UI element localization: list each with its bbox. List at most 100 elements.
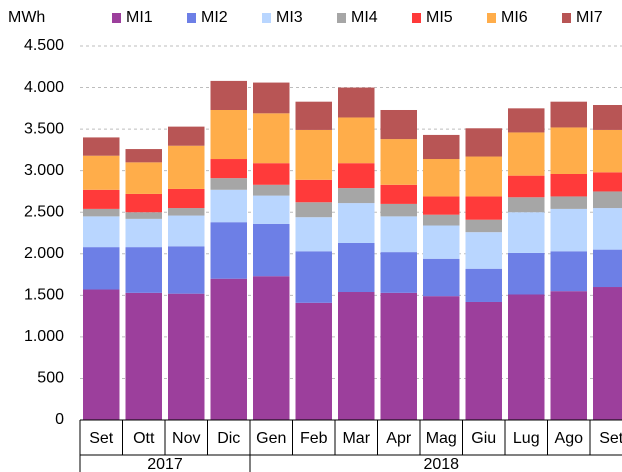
bar-segment bbox=[83, 247, 120, 290]
x-tick-label: Mag bbox=[426, 430, 457, 447]
bar-segment bbox=[168, 126, 205, 146]
bar-segment bbox=[338, 203, 375, 243]
x-tick-label: Feb bbox=[300, 430, 328, 447]
bar-segment bbox=[593, 287, 622, 420]
bar-segment bbox=[83, 216, 120, 248]
year-label: 2018 bbox=[423, 456, 459, 472]
bar-segment bbox=[253, 195, 290, 224]
bar-segment bbox=[550, 173, 587, 197]
bar-segment bbox=[338, 242, 375, 293]
bar-segment bbox=[423, 296, 460, 420]
bar-segment bbox=[83, 208, 120, 217]
bar-segment bbox=[210, 80, 247, 110]
legend-swatch bbox=[187, 13, 196, 23]
bar-segment bbox=[295, 202, 332, 218]
bar-segment bbox=[125, 247, 162, 293]
bar-segment bbox=[380, 139, 417, 185]
bar-segment bbox=[253, 82, 290, 114]
bar-segment bbox=[83, 289, 120, 420]
bar-segment bbox=[338, 188, 375, 204]
bar-segment bbox=[338, 163, 375, 189]
y-tick-label: 3.500 bbox=[24, 120, 64, 137]
bar-segment bbox=[210, 222, 247, 279]
bar-segment bbox=[550, 251, 587, 292]
bar-segment bbox=[380, 216, 417, 253]
bar-segment bbox=[125, 193, 162, 213]
x-tick-label: Set bbox=[599, 430, 622, 447]
bar-segment bbox=[338, 87, 375, 118]
bar-segment bbox=[423, 159, 460, 197]
legend-label: MI6 bbox=[501, 9, 528, 26]
legend-label: MI3 bbox=[276, 9, 303, 26]
y-tick-label: 0 bbox=[55, 411, 64, 428]
bar-segment bbox=[423, 225, 460, 259]
bar-segment bbox=[168, 246, 205, 294]
x-tick-label: Set bbox=[89, 430, 114, 447]
bar-segment bbox=[295, 302, 332, 420]
bar-segment bbox=[168, 215, 205, 247]
y-tick-label: 2.500 bbox=[24, 203, 64, 220]
y-axis-label: MWh bbox=[8, 9, 45, 26]
y-tick-label: 4.500 bbox=[24, 37, 64, 54]
bar-segment bbox=[210, 109, 247, 160]
bar-segment bbox=[465, 268, 502, 302]
bar-segment bbox=[125, 218, 162, 248]
legend-swatch bbox=[112, 13, 121, 23]
bar-segment bbox=[465, 156, 502, 197]
bar-segment bbox=[253, 223, 290, 277]
legend-label: MI5 bbox=[426, 9, 453, 26]
x-tick-label: Lug bbox=[513, 430, 540, 447]
bar-segment bbox=[423, 134, 460, 160]
bar-segment bbox=[508, 197, 545, 213]
bar-segment bbox=[593, 208, 622, 250]
bar-segment bbox=[465, 128, 502, 157]
bar-segment bbox=[550, 208, 587, 252]
x-tick-label: Nov bbox=[172, 430, 200, 447]
bar-segment bbox=[380, 292, 417, 420]
bar-segment bbox=[550, 127, 587, 174]
bar-segment bbox=[168, 188, 205, 209]
bar-segment bbox=[593, 191, 622, 209]
legend-label: MI4 bbox=[351, 9, 378, 26]
bar-segment bbox=[508, 132, 545, 176]
bar-segment bbox=[380, 184, 417, 204]
bar-segment bbox=[125, 149, 162, 163]
bar-segment bbox=[168, 145, 205, 189]
bar-segment bbox=[168, 293, 205, 420]
x-tick-label: Apr bbox=[386, 430, 412, 447]
bar-segment bbox=[168, 208, 205, 216]
bar-segment bbox=[550, 291, 587, 420]
bar-segment bbox=[253, 276, 290, 420]
bar-segment bbox=[593, 129, 622, 173]
bar-segment bbox=[465, 232, 502, 269]
bar-segment bbox=[125, 292, 162, 420]
bar-segment bbox=[593, 249, 622, 288]
bar-segment bbox=[253, 163, 290, 185]
bar-segment bbox=[295, 101, 332, 130]
legend-swatch bbox=[412, 13, 421, 23]
bar-segment bbox=[465, 196, 502, 220]
y-tick-label: 3.000 bbox=[24, 162, 64, 179]
x-tick-label: Mar bbox=[342, 430, 370, 447]
bar-segment bbox=[338, 292, 375, 420]
x-tick-label: Ago bbox=[555, 430, 584, 447]
bar-segment bbox=[593, 172, 622, 192]
legend-swatch bbox=[337, 13, 346, 23]
bar-segment bbox=[210, 278, 247, 420]
bar-segment bbox=[423, 258, 460, 297]
legend-swatch bbox=[262, 13, 271, 23]
bar-segment bbox=[550, 101, 587, 128]
bar-segment bbox=[508, 108, 545, 133]
bar-segment bbox=[508, 175, 545, 198]
bar-segment bbox=[593, 105, 622, 130]
y-tick-label: 2.000 bbox=[24, 245, 64, 262]
bar-segment bbox=[210, 189, 247, 223]
bar-segment bbox=[295, 129, 332, 180]
bar-segment bbox=[253, 184, 290, 196]
x-tick-label: Giu bbox=[471, 430, 496, 447]
legend-label: MI1 bbox=[126, 9, 153, 26]
bar-segment bbox=[210, 178, 247, 190]
bar-segment bbox=[295, 179, 332, 203]
bar-segment bbox=[550, 196, 587, 209]
